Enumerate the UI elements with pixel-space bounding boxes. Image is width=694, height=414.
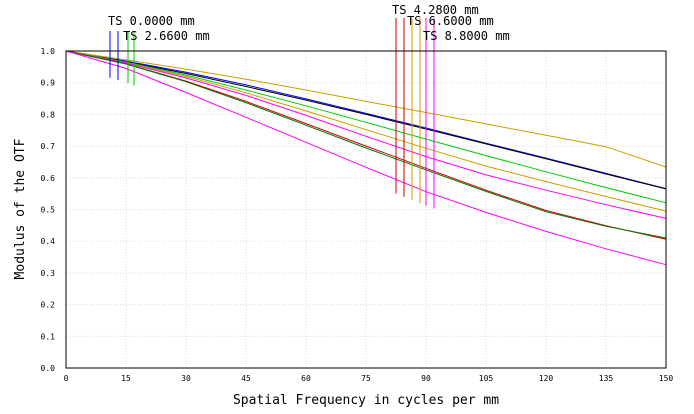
x-tick-label: 60	[301, 374, 311, 383]
x-tick-label: 150	[659, 374, 674, 383]
y-tick-label: 0.0	[41, 364, 56, 373]
x-tick-label: 0	[64, 374, 69, 383]
series-line-8	[65, 50, 667, 266]
x-tick-label: 15	[121, 374, 131, 383]
series-line-7	[65, 50, 667, 239]
y-tick-label: 0.6	[41, 174, 56, 183]
x-tick-labels: 0 15 30 45 60 75 90 105 120 135 150	[64, 374, 674, 383]
series-line-2	[65, 50, 667, 168]
y-tick-label: 0.5	[41, 206, 56, 215]
legend-label-1: TS 2.6600 mm	[123, 29, 210, 43]
x-tick-label: 30	[181, 374, 191, 383]
legend	[109, 18, 435, 209]
series-lines	[65, 50, 667, 266]
grid	[66, 51, 666, 368]
x-tick-label: 135	[599, 374, 614, 383]
x-tick-label: 75	[361, 374, 371, 383]
legend-label-0: TS 0.0000 mm	[108, 14, 195, 28]
series-line-4	[65, 50, 667, 212]
x-tick-label: 45	[241, 374, 251, 383]
y-tick-label: 0.7	[41, 142, 56, 151]
y-tick-label: 1.0	[41, 47, 56, 56]
x-axis-label: Spatial Frequency in cycles per mm	[233, 393, 499, 408]
x-tick-label: 105	[479, 374, 494, 383]
legend-label-3: TS 6.6000 mm	[407, 14, 494, 28]
legend-label-4: TS 8.8000 mm	[423, 29, 510, 43]
y-tick-label: 0.8	[41, 110, 56, 119]
series-line-3	[65, 50, 667, 204]
series-line-1	[65, 50, 667, 190]
x-tick-label: 120	[539, 374, 554, 383]
legend-label-2: TS 4.2800 mm	[392, 3, 479, 17]
x-tick-label: 90	[421, 374, 431, 383]
y-tick-label: 0.2	[41, 301, 56, 310]
y-tick-label: 0.4	[41, 237, 56, 246]
y-axis-label: Modulus of the OTF	[13, 138, 28, 279]
series-line-6	[65, 50, 667, 240]
y-tick-label: 0.1	[41, 332, 56, 341]
series-line-5	[65, 50, 667, 219]
plot-frame	[65, 50, 667, 369]
series-line-0	[65, 50, 667, 190]
y-tick-label: 0.3	[41, 269, 56, 278]
y-tick-label: 0.9	[41, 79, 56, 88]
y-tick-labels: 0.0 0.1 0.2 0.3 0.4 0.5 0.6 0.7 0.8 0.9 1.0	[41, 47, 56, 373]
